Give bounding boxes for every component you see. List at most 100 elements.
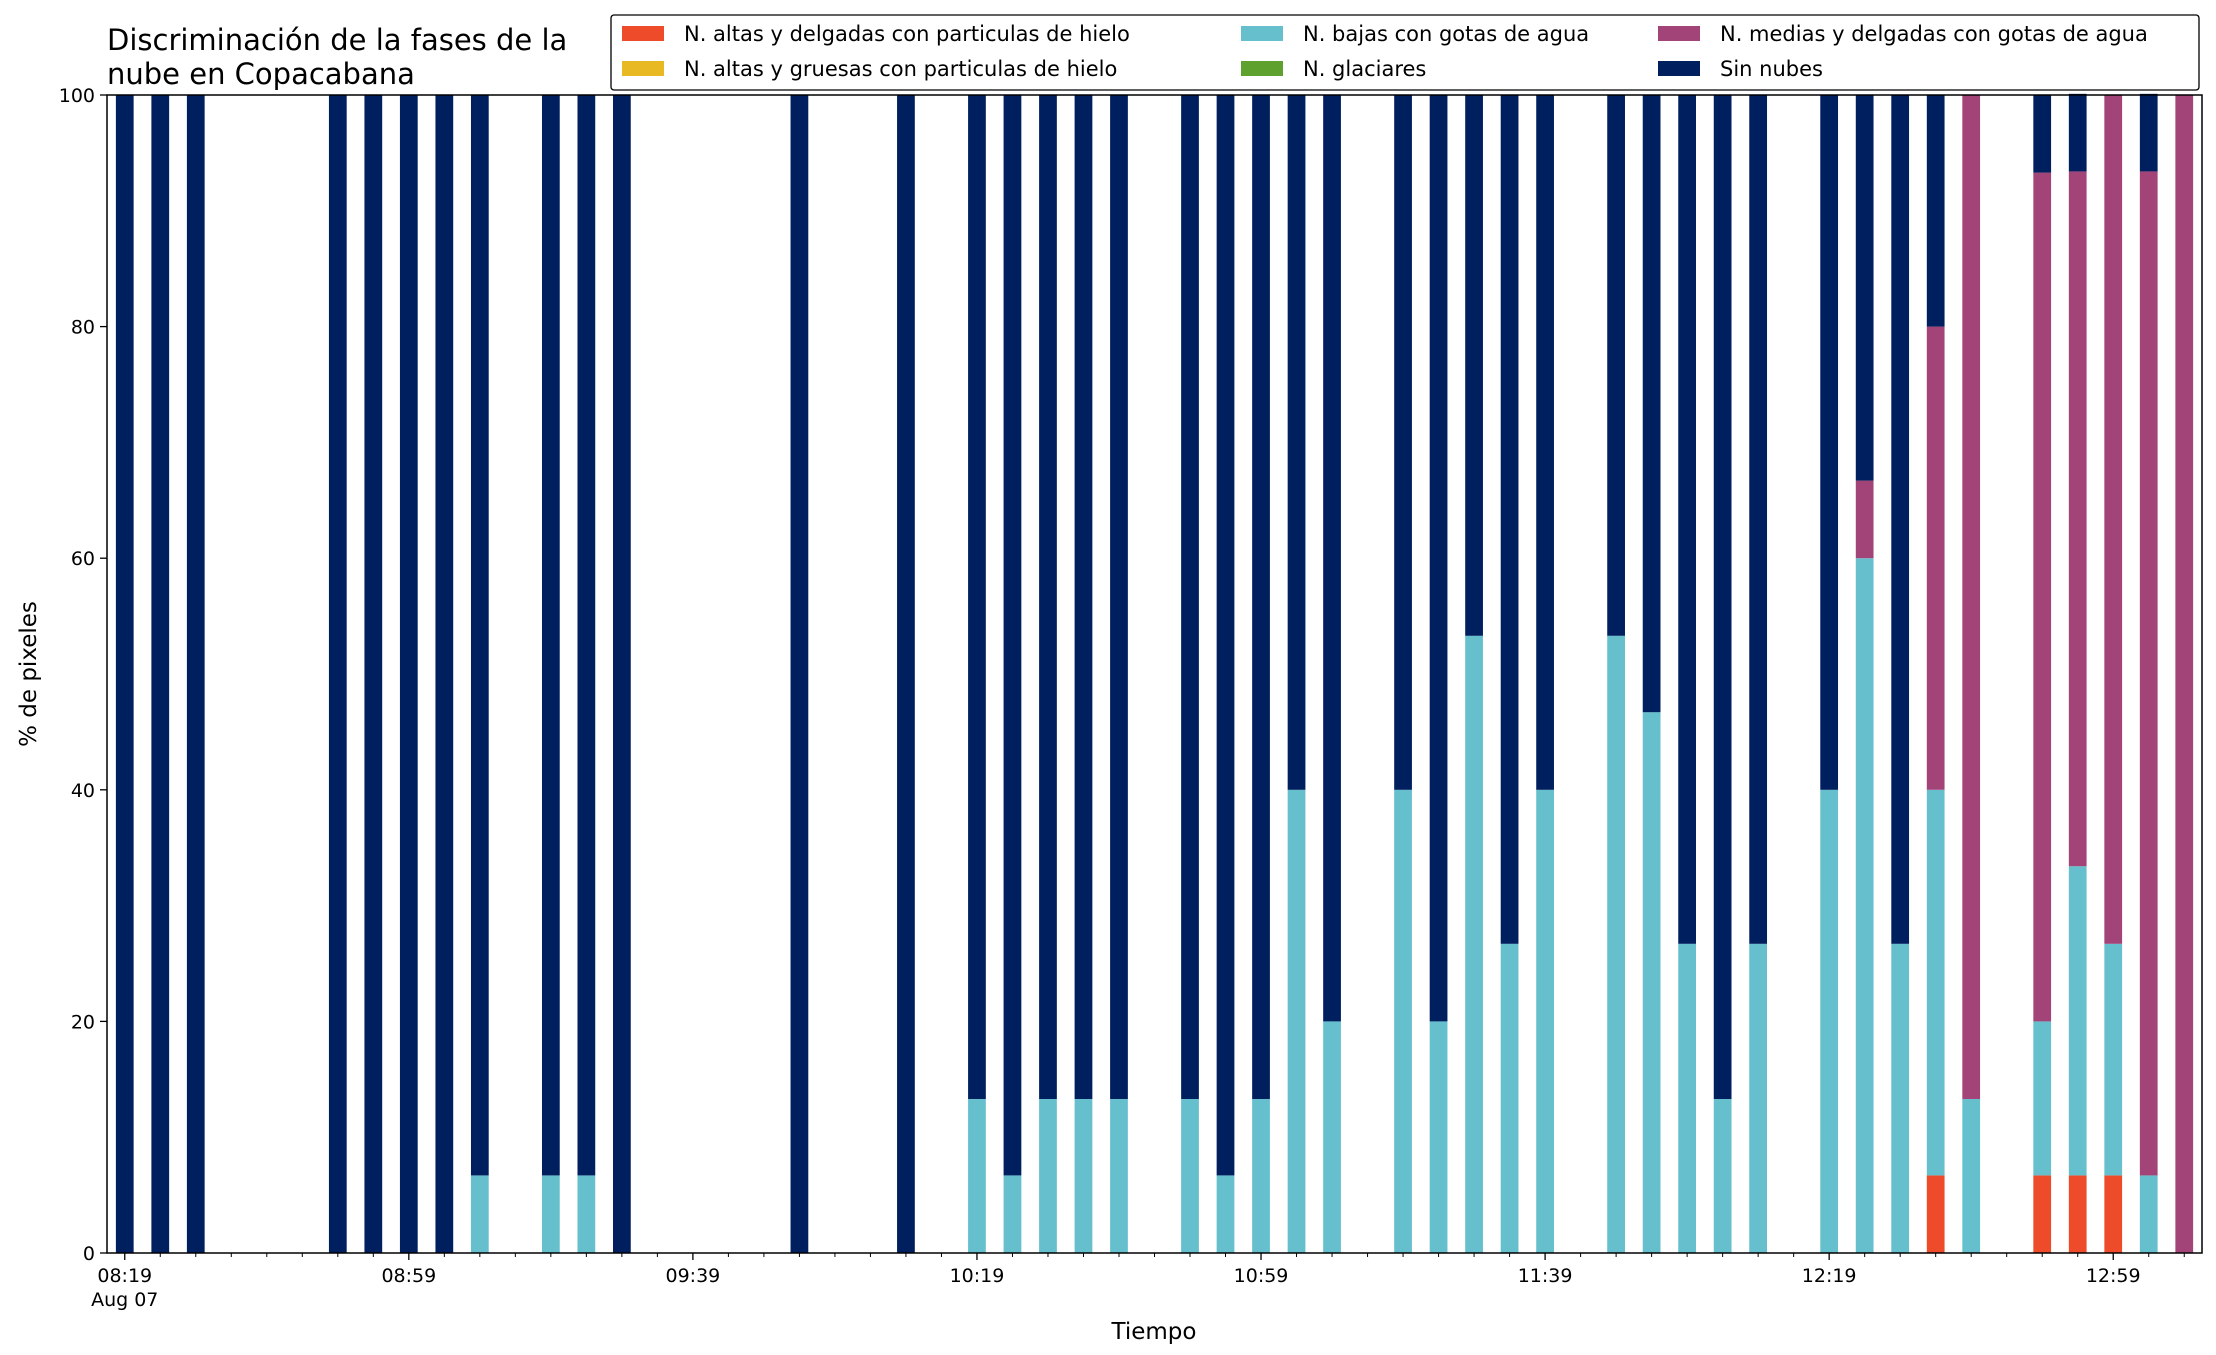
bar-segment-24-5 bbox=[1429, 95, 1448, 1022]
y-tick-label-4: 80 bbox=[71, 317, 95, 339]
x-axis: 08:19 08:59 09:39 10:19 10:59 11:39 12:19 12:59… bbox=[91, 1253, 2185, 1311]
legend-frame bbox=[610, 14, 2200, 91]
bar-segment-0-5 bbox=[115, 95, 134, 1253]
legend-swatch-5 bbox=[1658, 61, 1700, 76]
bar-segment-30-2 bbox=[1678, 943, 1696, 1253]
bar-segment-38-2 bbox=[2033, 1021, 2052, 1176]
legend-swatch-0 bbox=[622, 26, 664, 41]
bar-segment-15-5 bbox=[1039, 95, 1057, 1099]
x-tick-label-6: 12:19 bbox=[1802, 1265, 1857, 1287]
bar-segment-34-2 bbox=[1855, 558, 1874, 1253]
x-tick-date-label: Aug 07 bbox=[91, 1289, 158, 1311]
x-tick-label-7: 12:59 bbox=[2086, 1265, 2141, 1287]
bar-segment-41-2 bbox=[2139, 1175, 2158, 1253]
bar-segment-35-2 bbox=[1891, 943, 1910, 1253]
chart-title-line-1: Discriminación de la fases de la bbox=[107, 23, 567, 57]
legend: N. altas y delgadas con particulas de hi… bbox=[610, 14, 2200, 91]
legend-label-1: N. altas y gruesas con particulas de hie… bbox=[684, 57, 1117, 81]
y-tick-label-0: 0 bbox=[83, 1243, 95, 1265]
x-tick-label-1: 08:59 bbox=[381, 1265, 436, 1287]
y-axis-label: % de pixeles bbox=[16, 601, 42, 747]
bar-segment-28-2 bbox=[1607, 635, 1625, 1253]
bar-segment-11-5 bbox=[790, 95, 809, 1253]
bar-segment-39-5 bbox=[2068, 93, 2087, 172]
bar-segment-39-2 bbox=[2068, 866, 2087, 1176]
bar-segment-34-4 bbox=[1855, 480, 1874, 559]
bar-segment-14-5 bbox=[1003, 95, 1022, 1176]
bar-segment-25-5 bbox=[1465, 95, 1483, 636]
legend-swatch-4 bbox=[1658, 26, 1700, 41]
bar-segment-41-4 bbox=[2139, 171, 2158, 1176]
bar-segment-7-2 bbox=[470, 1175, 489, 1253]
bar-segment-2-5 bbox=[186, 95, 205, 1253]
bar-segment-40-4 bbox=[2104, 95, 2123, 944]
bar-segment-33-5 bbox=[1820, 95, 1839, 790]
x-tick-label-3: 10:19 bbox=[950, 1265, 1005, 1287]
bar-segment-16-2 bbox=[1074, 1098, 1093, 1253]
bar-segment-19-5 bbox=[1216, 95, 1235, 1176]
bar-segment-17-2 bbox=[1110, 1098, 1128, 1253]
bar-segment-14-2 bbox=[1003, 1175, 1022, 1253]
bar-segment-37-4 bbox=[1962, 95, 1981, 1099]
bar-segment-38-5 bbox=[2033, 95, 2052, 173]
bar-segment-36-5 bbox=[1926, 95, 1945, 327]
x-tick-label-4: 10:59 bbox=[1234, 1265, 1289, 1287]
bar-segment-36-0 bbox=[1926, 1175, 1945, 1253]
y-tick-label-1: 20 bbox=[71, 1011, 95, 1033]
bar-segment-8-2 bbox=[541, 1175, 560, 1253]
bar-segment-17-5 bbox=[1110, 95, 1128, 1099]
bar-segment-8-5 bbox=[541, 95, 560, 1176]
bar-segment-21-5 bbox=[1287, 95, 1306, 790]
bar-segment-31-5 bbox=[1713, 95, 1732, 1099]
legend-swatch-2 bbox=[1241, 26, 1283, 41]
bar-segment-22-5 bbox=[1323, 95, 1341, 1022]
x-tick-label-5: 11:39 bbox=[1518, 1265, 1573, 1287]
bar-segment-6-5 bbox=[435, 95, 454, 1253]
bar-segment-5-5 bbox=[399, 95, 418, 1253]
legend-label-3: N. glaciares bbox=[1303, 57, 1426, 81]
bar-segment-18-5 bbox=[1181, 95, 1199, 1099]
bar-segment-29-5 bbox=[1642, 95, 1661, 713]
bar-segment-7-5 bbox=[470, 95, 489, 1176]
bar-segment-34-5 bbox=[1855, 95, 1874, 481]
legend-label-4: N. medias y delgadas con gotas de agua bbox=[1720, 22, 2148, 46]
bar-segment-42-4 bbox=[2175, 95, 2194, 1253]
bar-segment-24-2 bbox=[1429, 1021, 1448, 1253]
bar-segment-13-5 bbox=[968, 95, 986, 1099]
bar-segment-15-2 bbox=[1039, 1098, 1057, 1253]
bar-segment-9-2 bbox=[577, 1175, 596, 1253]
bar-segment-26-5 bbox=[1500, 95, 1519, 944]
bar-segment-40-2 bbox=[2104, 943, 2123, 1176]
y-tick-label-2: 40 bbox=[71, 780, 95, 802]
bar-segment-31-2 bbox=[1713, 1098, 1732, 1253]
bar-segment-38-4 bbox=[2033, 172, 2052, 1022]
bar-segment-33-2 bbox=[1820, 789, 1839, 1253]
legend-swatch-1 bbox=[622, 61, 664, 76]
bar-segment-22-2 bbox=[1323, 1021, 1341, 1253]
legend-label-5: Sin nubes bbox=[1720, 57, 1823, 81]
bar-segment-21-2 bbox=[1287, 789, 1306, 1253]
bar-segment-18-2 bbox=[1181, 1098, 1199, 1253]
bar-segment-39-4 bbox=[2068, 171, 2087, 867]
bar-segment-38-0 bbox=[2033, 1175, 2052, 1253]
bar-segment-27-5 bbox=[1536, 95, 1554, 790]
bar-segment-20-2 bbox=[1252, 1098, 1270, 1253]
bar-segment-37-2 bbox=[1962, 1098, 1981, 1253]
bar-segment-23-5 bbox=[1394, 95, 1412, 790]
bar-segment-13-2 bbox=[968, 1098, 986, 1253]
bar-segment-4-5 bbox=[364, 95, 383, 1253]
bar-segment-12-5 bbox=[897, 95, 915, 1253]
bar-segment-40-0 bbox=[2104, 1175, 2123, 1253]
legend-label-2: N. bajas con gotas de agua bbox=[1303, 22, 1589, 46]
bar-segment-36-2 bbox=[1926, 789, 1945, 1176]
bar-segment-41-5 bbox=[2139, 93, 2158, 172]
y-tick-label-5: 100 bbox=[59, 85, 95, 107]
bar-segment-10-5 bbox=[613, 95, 631, 1253]
x-tick-label-2: 09:39 bbox=[666, 1265, 721, 1287]
legend-swatch-3 bbox=[1241, 61, 1283, 76]
plot-frame bbox=[106, 94, 2203, 1254]
bar-segment-30-5 bbox=[1678, 95, 1696, 944]
bar-segment-28-5 bbox=[1607, 95, 1625, 636]
bar-segment-16-5 bbox=[1074, 95, 1093, 1099]
legend-label-0: N. altas y delgadas con particulas de hi… bbox=[684, 22, 1130, 46]
